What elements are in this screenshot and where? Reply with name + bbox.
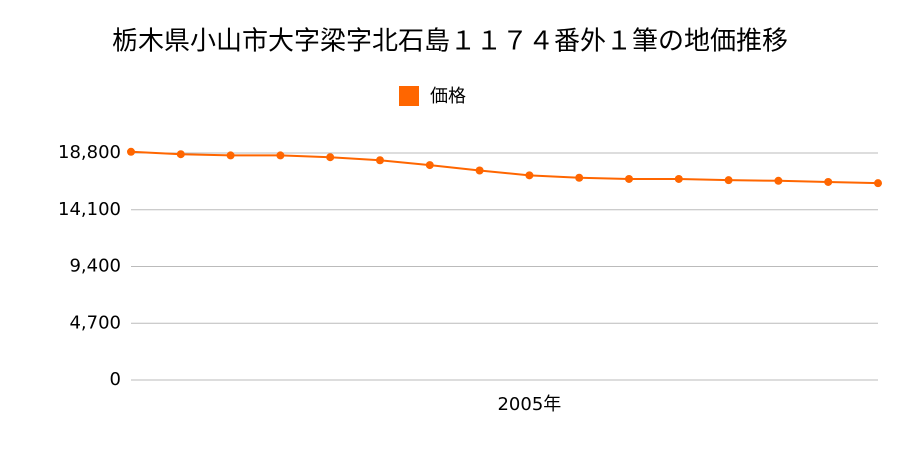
point — [226, 151, 235, 160]
point — [674, 174, 683, 183]
point — [176, 150, 185, 159]
point — [724, 176, 733, 185]
point — [425, 161, 434, 170]
y-tick-label: 18,800 — [58, 142, 121, 163]
point — [774, 176, 783, 185]
legend-label: 価格 — [430, 86, 466, 107]
y-tick-label: 14,100 — [58, 199, 121, 220]
legend-swatch — [399, 86, 419, 106]
line — [130, 150, 879, 185]
point — [276, 151, 285, 160]
y-tick-label: 0 — [110, 369, 121, 390]
x-tick-label: 2005年 — [497, 394, 561, 415]
point — [824, 177, 833, 186]
point — [326, 153, 335, 162]
point — [874, 179, 882, 188]
point — [475, 166, 484, 175]
point — [525, 171, 534, 180]
y-tick-label: 9,400 — [69, 256, 121, 277]
point — [575, 173, 584, 182]
chart-title: 栃木県小山市大字梁字北石島１１７４番外１筆の地価推移 — [112, 27, 788, 57]
point — [625, 174, 633, 183]
y-tick-label: 4,700 — [69, 312, 121, 333]
point — [376, 156, 384, 165]
point — [127, 147, 135, 156]
